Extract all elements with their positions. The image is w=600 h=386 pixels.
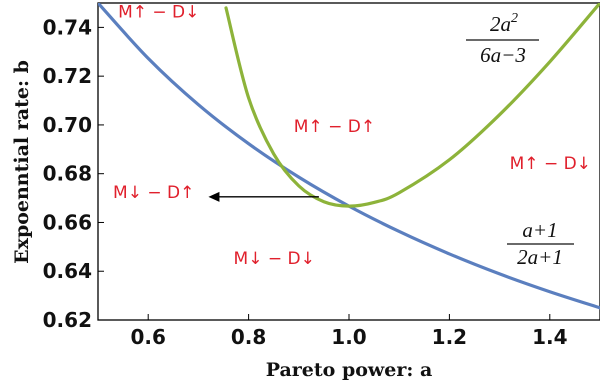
x-tick-label: 1.0 [331, 325, 366, 349]
formula-green-numerator: 2a2 [490, 11, 518, 36]
formula-green-numerator-base: 2a [490, 12, 511, 36]
x-tick-label: 1.2 [432, 325, 467, 349]
y-tick-label: 0.62 [43, 308, 92, 332]
y-tick-label: 0.68 [43, 162, 92, 186]
x-tick-label: 1.4 [532, 325, 567, 349]
y-tick-label: 0.72 [43, 64, 92, 88]
region-label: M↑ − D↓ [510, 154, 591, 174]
region-labels: M↑ − D↓ M↑ − D↑ M↑ − D↓ M↓ − D↑ M↓ − D↓ [113, 3, 591, 269]
y-tick-label: 0.74 [43, 15, 92, 39]
region-label: M↑ − D↓ [118, 3, 199, 23]
x-axis-ticks: 0.6 0.8 1.0 1.2 1.4 [130, 314, 568, 349]
x-tick-label: 0.8 [231, 325, 266, 349]
plot-area: 0.6 0.8 1.0 1.2 1.4 0.62 0.64 0.66 0.68 0.70 0.72… [43, 2, 600, 349]
region-label: M↓ − D↑ [113, 183, 194, 203]
y-axis-title: Expoenntial rate: b [11, 60, 33, 264]
formula-green-superscript: 2 [511, 11, 518, 26]
formula-label-green: 2a2 6a−3 [466, 11, 539, 67]
formula-label-blue: a+1 2a+1 [507, 218, 574, 269]
series-line-green [224, 3, 600, 208]
arrow-head [208, 191, 220, 202]
y-tick-label: 0.66 [43, 210, 92, 234]
series-layer [98, 3, 600, 310]
y-axis-ticks: 0.62 0.64 0.66 0.68 0.70 0.72 0.74 [43, 15, 104, 332]
x-axis-title: Pareto power: a [266, 359, 433, 381]
region-label: M↓ − D↓ [234, 249, 315, 269]
x-tick-label: 0.6 [130, 325, 165, 349]
formula-blue-numerator: a+1 [522, 218, 557, 242]
region-label: M↑ − D↑ [294, 117, 375, 137]
y-tick-label: 0.70 [43, 113, 92, 137]
annotations [208, 191, 319, 202]
formula-blue-denominator: 2a+1 [517, 245, 563, 269]
formula-green-denominator: 6a−3 [480, 43, 526, 67]
y-tick-label: 0.64 [43, 259, 92, 283]
